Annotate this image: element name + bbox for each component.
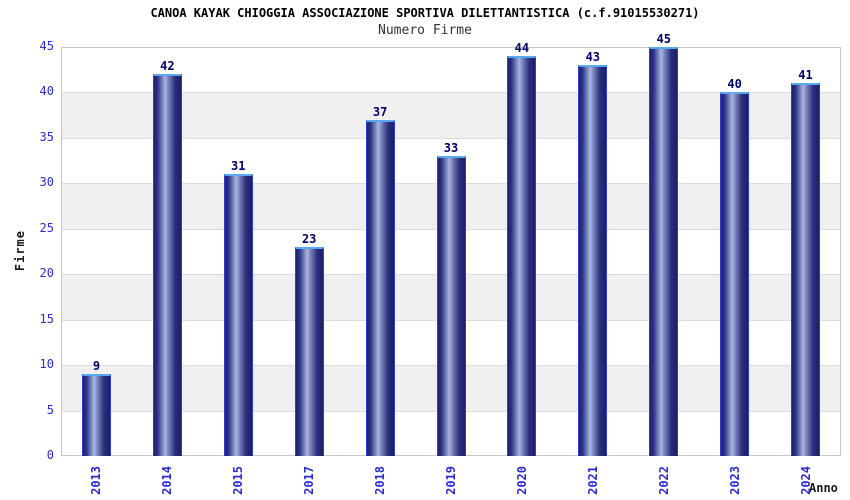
y-tick-label: 0 (46, 448, 54, 462)
plot-band (61, 92, 841, 138)
x-tick-label: 2023 (727, 466, 742, 495)
x-tick-label: 2017 (302, 466, 317, 495)
y-tick-label: 25 (39, 220, 54, 235)
gridline (61, 92, 841, 94)
y-tick-label: 5 (46, 402, 54, 417)
x-axis-title: Anno (809, 481, 838, 495)
x-tick-label: 2021 (585, 466, 600, 495)
bar (223, 174, 253, 456)
bar (81, 374, 111, 456)
y-tick-label: 15 (39, 311, 54, 326)
x-tick-label: 2018 (373, 466, 388, 495)
bar-value-label: 33 (443, 141, 459, 156)
x-tick-label: 2014 (160, 466, 175, 495)
chart-title: CANOA KAYAK CHIOGGIA ASSOCIAZIONE SPORTI… (150, 6, 700, 20)
x-tick-label: 2013 (89, 466, 104, 495)
bar (578, 65, 608, 456)
bar-value-label: 31 (231, 159, 246, 174)
x-tick-label: 2020 (514, 466, 529, 495)
bar-value-label: 41 (798, 68, 813, 83)
bar-value-label: 45 (656, 32, 671, 46)
bar (720, 92, 750, 456)
y-tick-label: 35 (39, 129, 54, 144)
bar (649, 47, 679, 456)
y-tick-label: 40 (39, 84, 54, 99)
y-axis-title: Firme (13, 230, 27, 272)
x-tick-label: 2019 (444, 466, 458, 495)
bar-value-label: 44 (514, 41, 530, 56)
bar (507, 56, 537, 456)
y-tick-label: 30 (39, 175, 54, 190)
y-tick-label: 20 (39, 266, 54, 281)
bar (365, 119, 395, 456)
bar (152, 74, 182, 456)
chart-subtitle: Numero Firme (378, 23, 472, 38)
plot-band (61, 47, 841, 93)
gridline (61, 137, 841, 139)
bar-value-label: 23 (301, 231, 317, 246)
bar-value-label: 37 (372, 104, 388, 119)
x-tick-label: 2022 (656, 466, 671, 495)
y-tick-label: 10 (39, 357, 54, 372)
x-tick-label: 2024 (798, 466, 813, 495)
bar-value-label: 42 (160, 59, 175, 74)
bar (294, 246, 324, 456)
bar-value-label: 43 (585, 50, 601, 65)
bar-value-label: 40 (727, 77, 742, 92)
x-tick-label: 2015 (231, 466, 246, 495)
bar (436, 156, 466, 456)
y-tick-label: 45 (39, 39, 54, 53)
bar-value-label: 9 (92, 359, 101, 374)
bar (791, 83, 821, 456)
